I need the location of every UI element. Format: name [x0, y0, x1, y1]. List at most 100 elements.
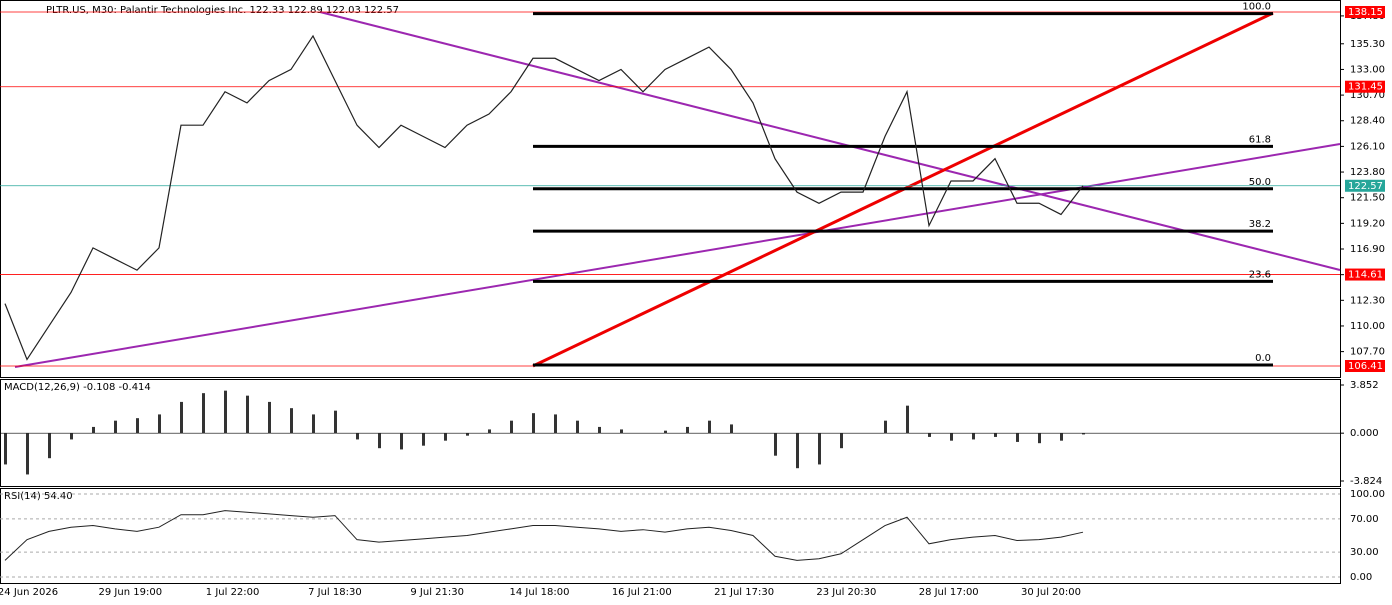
price-level-label: 114.61 [1348, 270, 1383, 281]
macd-bar [466, 433, 469, 436]
time-label: 24 Jun 2026 [0, 587, 58, 598]
price-level-label: 122.57 [1348, 181, 1383, 192]
price-level-box [1345, 360, 1385, 372]
macd-bar [884, 420, 887, 434]
rsi-tick-label: 70.00 [1350, 514, 1379, 525]
rsi-panel [0, 488, 1341, 584]
price-level-box [1345, 6, 1385, 18]
macd-bar [224, 390, 227, 434]
time-label: 23 Jul 20:30 [816, 587, 876, 598]
fib-label: 38.2 [1249, 219, 1271, 230]
macd-bar [48, 433, 51, 459]
price-tick-label: 110.00 [1350, 321, 1385, 332]
macd-bar [92, 426, 95, 434]
time-label: 1 Jul 22:00 [206, 587, 260, 598]
macd-bar [400, 433, 403, 450]
fib-label: 23.6 [1249, 269, 1271, 280]
macd-tick-label: 0.000 [1350, 428, 1379, 439]
macd-bar [4, 433, 7, 465]
macd-bar [158, 414, 161, 434]
fib-label: 50.0 [1249, 177, 1271, 188]
price-tick-label: 130.70 [1350, 90, 1385, 101]
macd-bar [356, 433, 359, 440]
time-label: 29 Jun 19:00 [99, 587, 163, 598]
rsi-label: RSI(14) 54.40 [4, 491, 73, 502]
time-label: 9 Jul 21:30 [410, 587, 464, 598]
time-label: 16 Jul 21:00 [612, 587, 672, 598]
price-level-label: 106.41 [1348, 361, 1383, 372]
macd-bar [532, 413, 535, 434]
time-label: 30 Jul 20:00 [1021, 587, 1081, 598]
fib-label: 0.0 [1255, 353, 1271, 364]
macd-bar [1060, 433, 1063, 441]
price-tick-label: 128.40 [1350, 116, 1385, 127]
price-level-box [1345, 80, 1385, 93]
symbol-header: PLTR.US, M30: Palantir Technologies Inc.… [46, 5, 399, 16]
macd-bar [708, 420, 711, 434]
macd-bar [620, 429, 623, 434]
macd-bar [488, 429, 491, 434]
macd-bar [950, 433, 953, 441]
price-level-box [1345, 268, 1385, 281]
macd-bar [664, 430, 667, 434]
rsi-tick-label: 100.00 [1350, 489, 1385, 500]
price-line [4, 34, 1084, 361]
trend-line [14, 143, 1341, 368]
price-tick-label: 135.30 [1350, 39, 1385, 50]
macd-bar [1082, 433, 1085, 435]
macd-bar [312, 414, 315, 434]
macd-bar [1038, 433, 1041, 444]
macd-bar [994, 433, 997, 437]
macd-bar [1016, 433, 1019, 442]
macd-bar [796, 433, 799, 469]
time-label: 28 Jul 17:00 [919, 587, 979, 598]
macd-bar [334, 410, 337, 434]
macd-bar [840, 433, 843, 449]
fib-label: 100.0 [1242, 2, 1271, 13]
price-tick-label: 133.00 [1350, 64, 1385, 75]
trend-line [319, 11, 1341, 271]
macd-bar [576, 420, 579, 434]
macd-bar [554, 414, 557, 434]
macd-bar [444, 433, 447, 441]
macd-bar [246, 395, 249, 434]
macd-bar [774, 433, 777, 456]
time-label: 14 Jul 18:00 [510, 587, 570, 598]
macd-bar [598, 426, 601, 434]
price-level-box [1345, 179, 1385, 192]
macd-bar [972, 433, 975, 440]
macd-bar [928, 433, 931, 437]
macd-bar [26, 433, 29, 475]
macd-bar [290, 408, 293, 434]
price-level-label: 138.15 [1348, 7, 1383, 18]
time-label: 21 Jul 17:30 [714, 587, 774, 598]
macd-bar [730, 424, 733, 434]
rsi-tick-label: 30.00 [1350, 547, 1379, 558]
macd-bar [422, 433, 425, 446]
macd-tick-label: -3.824 [1350, 476, 1382, 487]
rsi-line [4, 510, 1084, 561]
price-tick-label: 112.30 [1350, 295, 1385, 306]
price-tick-label: 126.10 [1350, 141, 1385, 152]
price-tick-label: 119.20 [1350, 218, 1385, 229]
macd-bar [114, 420, 117, 434]
macd-bar [510, 420, 513, 434]
macd-bar [202, 393, 205, 434]
price-tick-label: 116.90 [1350, 244, 1385, 255]
price-tick-label: 123.80 [1350, 167, 1385, 178]
main-panel [0, 0, 1341, 378]
price-level-label: 131.45 [1348, 82, 1383, 93]
time-label: 7 Jul 18:30 [308, 587, 362, 598]
macd-tick-label: 3.852 [1350, 380, 1379, 391]
macd-bar [136, 418, 139, 434]
price-tick-label: 107.70 [1350, 347, 1385, 358]
price-tick-label: 121.50 [1350, 193, 1385, 204]
macd-label: MACD(12,26,9) -0.108 -0.414 [4, 382, 151, 393]
macd-bar [70, 433, 73, 440]
fib-label: 61.8 [1249, 134, 1271, 145]
macd-bar [378, 433, 381, 449]
macd-bar [268, 401, 271, 434]
macd-bar [818, 433, 821, 465]
